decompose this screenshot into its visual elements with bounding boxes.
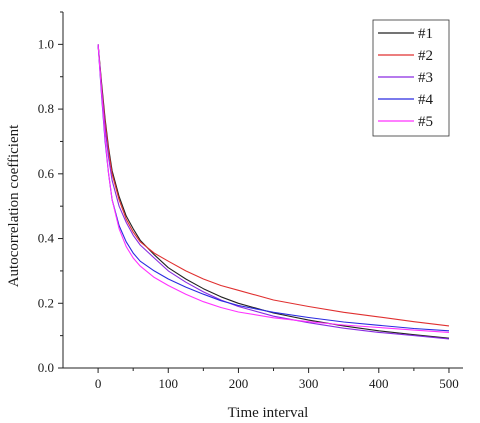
series-layer	[97, 44, 450, 340]
x-tick-label: 400	[369, 376, 389, 391]
legend-label-5: #5	[418, 114, 433, 130]
series-line-5	[97, 44, 450, 333]
y-tick-label: 0.8	[38, 101, 54, 116]
x-tick-label: 500	[439, 376, 459, 391]
y-axis-label: Autocorrelation coefficient	[6, 124, 22, 287]
legend-label-4: #4	[418, 92, 434, 108]
x-tick-label: 100	[159, 376, 179, 391]
plot-frame	[62, 12, 463, 369]
y-tick-label: 0.6	[38, 166, 55, 181]
legend: #1 #2 #3 #4 #5	[372, 19, 450, 137]
series-line-2	[97, 44, 450, 327]
x-tick-label: 0	[95, 376, 102, 391]
legend-label-2: #2	[418, 48, 433, 64]
legend-box	[372, 19, 450, 137]
x-axis: 0 100 200 300 400 500	[95, 368, 459, 391]
y-axis: 0.0 0.2 0.4 0.6 0.8 1.0	[38, 11, 63, 375]
x-axis-label: Time interval	[228, 405, 309, 421]
y-tick-label: 0.4	[38, 231, 55, 246]
y-tick-label: 0.0	[38, 360, 54, 375]
legend-label-1: #1	[418, 26, 433, 42]
x-tick-label: 200	[229, 376, 249, 391]
legend-label-3: #3	[418, 70, 433, 86]
x-tick-label: 300	[299, 376, 319, 391]
y-tick-label: 1.0	[38, 36, 54, 51]
y-tick-label: 0.2	[38, 295, 54, 310]
series-line-3	[97, 44, 450, 340]
